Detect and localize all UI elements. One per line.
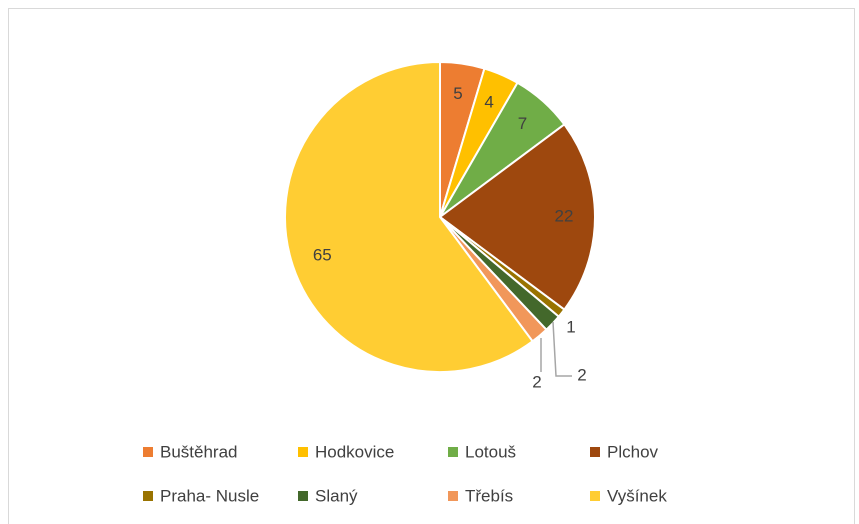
legend-swatch (298, 447, 308, 457)
data-label: 1 (566, 317, 575, 336)
data-label: 2 (577, 365, 586, 384)
data-label: 22 (555, 206, 574, 225)
legend-label: Lotouš (465, 442, 516, 461)
data-label: 4 (484, 93, 493, 112)
data-label: 2 (532, 372, 541, 391)
data-label: 65 (313, 245, 332, 264)
pie-slice (438, 123, 596, 311)
legend-swatch (448, 447, 458, 457)
legend-swatch (298, 491, 308, 501)
legend-label: Slaný (315, 486, 358, 505)
legend-label: Třebís (465, 486, 513, 505)
legend-swatch (590, 447, 600, 457)
leader-line (552, 321, 572, 377)
pie-slice (284, 60, 534, 373)
legend-swatch (448, 491, 458, 501)
legend-label: Praha- Nusle (160, 486, 259, 505)
legend-swatch (143, 447, 153, 457)
legend-swatch (590, 491, 600, 501)
legend-label: Buštěhrad (160, 442, 238, 461)
legend-label: Plchov (607, 442, 659, 461)
data-label: 7 (518, 114, 527, 133)
legend-label: Vyšínek (607, 486, 667, 505)
legend-swatch (143, 491, 153, 501)
data-label: 5 (453, 84, 462, 103)
legend-label: Hodkovice (315, 442, 394, 461)
